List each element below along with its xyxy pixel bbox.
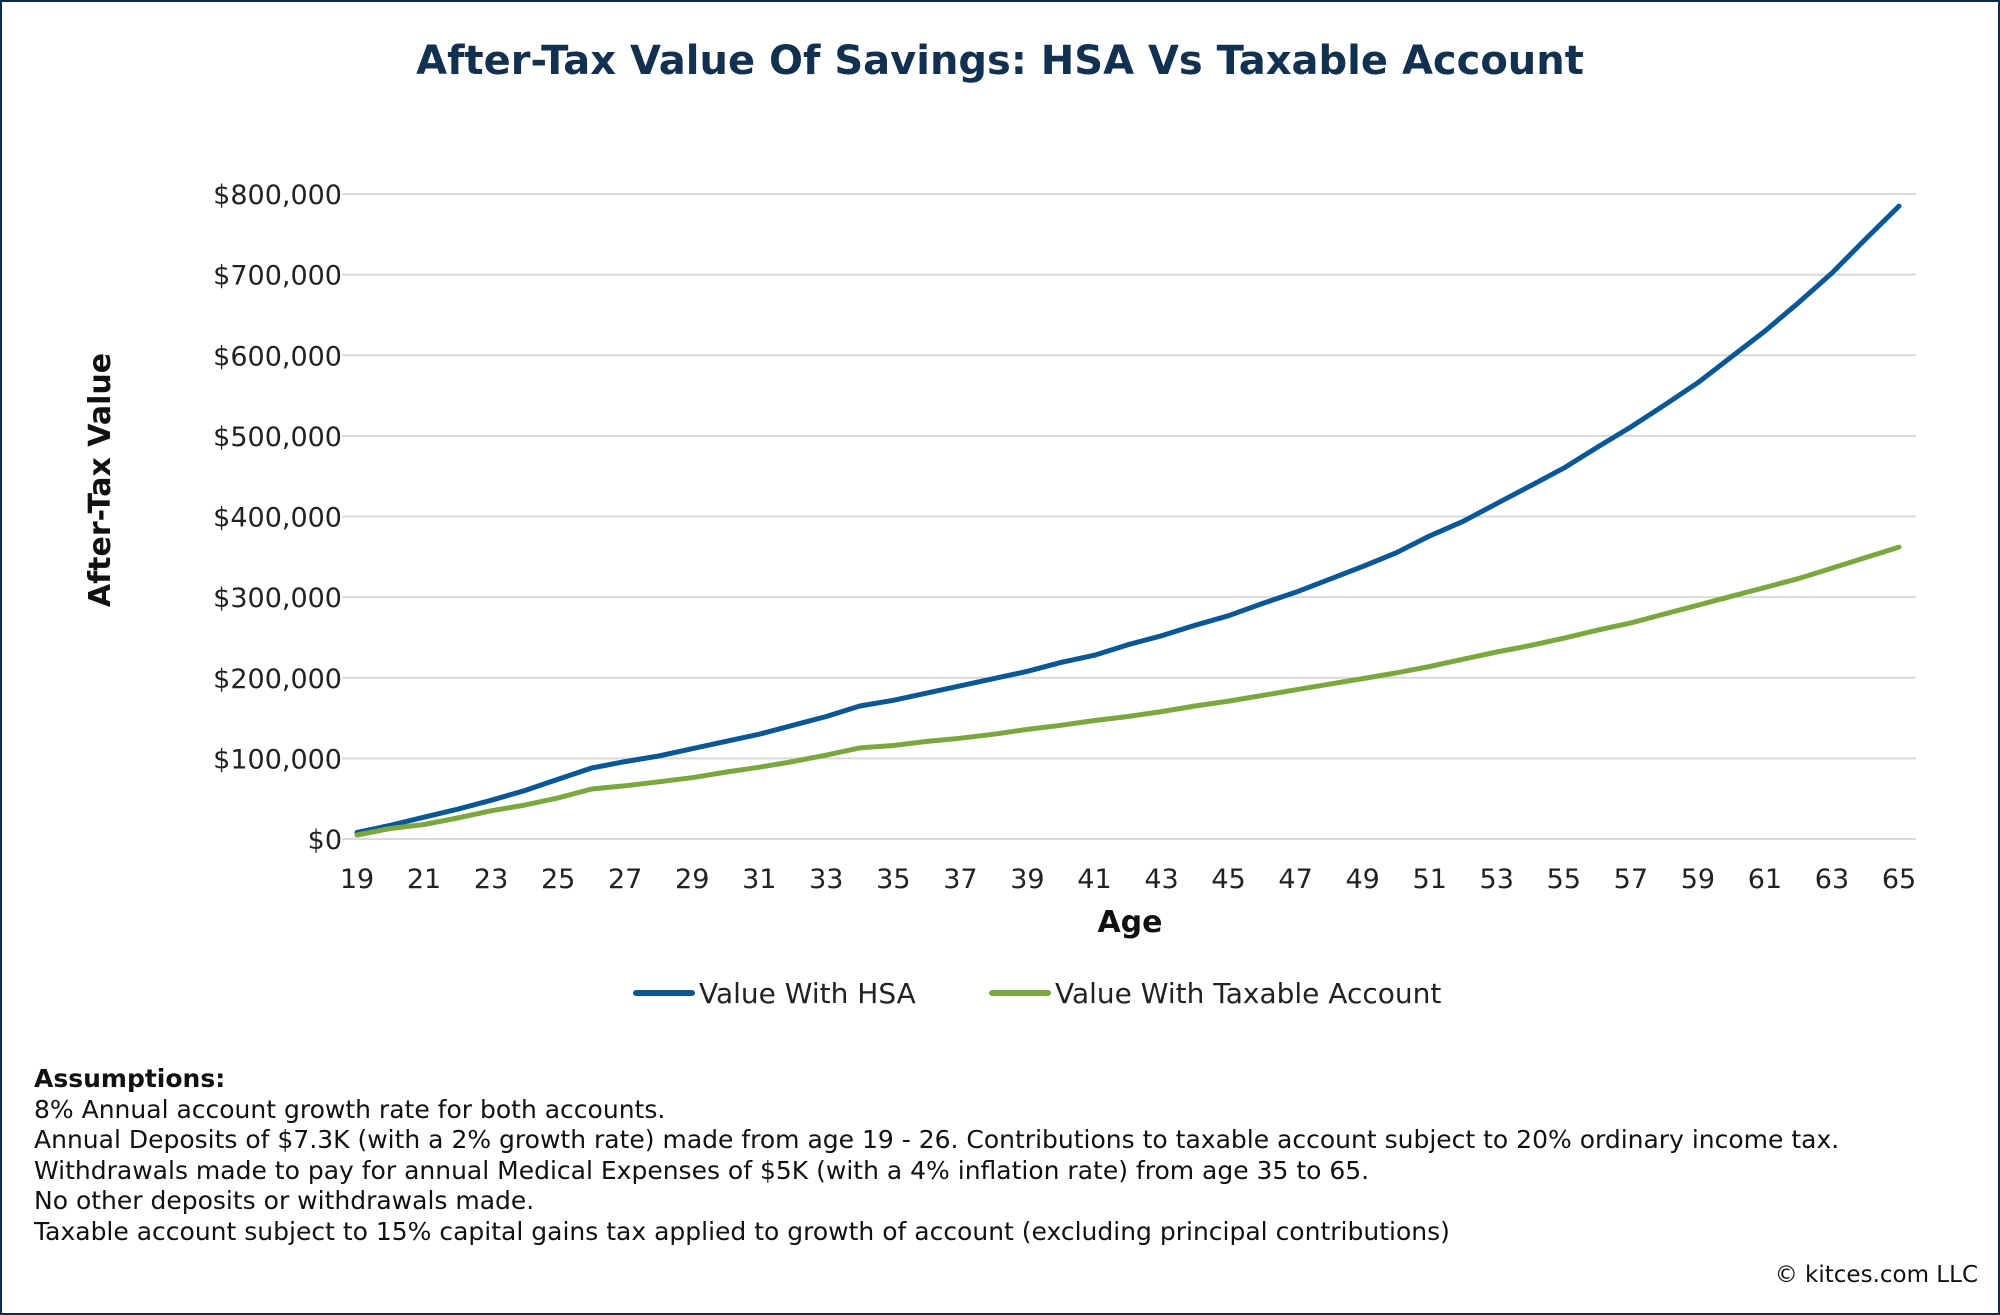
x-tick-label: 47	[1278, 864, 1312, 895]
assumptions: Assumptions: 8% Annual account growth ra…	[34, 1064, 1839, 1247]
x-tick-label: 39	[1010, 864, 1044, 895]
x-tick-label: 43	[1144, 864, 1178, 895]
x-tick-label: 21	[407, 864, 441, 895]
x-tick-label: 41	[1077, 864, 1111, 895]
x-tick-label: 63	[1815, 864, 1849, 895]
assumptions-heading: Assumptions:	[34, 1064, 226, 1093]
x-tick-label: 45	[1211, 864, 1245, 895]
y-tick-label: $200,000	[213, 664, 342, 695]
series-line-taxable	[354, 544, 1902, 838]
x-tick-label: 37	[943, 864, 977, 895]
legend-label: Value With Taxable Account	[1055, 977, 1441, 1010]
legend-label: Value With HSA	[699, 977, 916, 1010]
copyright: © kitces.com LLC	[1774, 1262, 1978, 1288]
x-tick-label: 61	[1748, 864, 1782, 895]
series-line-hsa	[354, 203, 1902, 835]
x-tick-label: 59	[1681, 864, 1715, 895]
x-tick-label: 31	[742, 864, 776, 895]
x-tick-label: 55	[1547, 864, 1581, 895]
x-tick-label: 19	[340, 864, 374, 895]
x-tick-label: 29	[675, 864, 709, 895]
x-tick-label: 27	[608, 864, 642, 895]
x-tick-label: 65	[1882, 864, 1916, 895]
y-tick-label: $800,000	[213, 180, 342, 211]
assumption-line: No other deposits or withdrawals made.	[34, 1186, 535, 1215]
x-tick-label: 33	[809, 864, 843, 895]
x-tick-label: 49	[1345, 864, 1379, 895]
assumption-line: Withdrawals made to pay for annual Medic…	[34, 1155, 1370, 1185]
x-axis-label: Age	[1097, 905, 1162, 940]
chart-title: After-Tax Value Of Savings: HSA Vs Taxab…	[416, 38, 1584, 84]
assumption-line: Taxable account subject to 15% capital g…	[34, 1216, 1450, 1246]
assumption-line: Annual Deposits of $7.3K (with a 2% grow…	[34, 1125, 1840, 1154]
x-tick-label: 35	[876, 864, 910, 895]
x-tick-label: 51	[1413, 864, 1447, 895]
y-tick-label: $400,000	[213, 503, 342, 534]
y-tick-label: $700,000	[213, 261, 342, 292]
y-tick-label: $500,000	[213, 422, 342, 453]
y-tick-label: $300,000	[213, 583, 342, 614]
x-tick-label: 57	[1614, 864, 1648, 895]
x-tick-label: 25	[541, 864, 575, 895]
assumption-line: 8% Annual account growth rate for both a…	[34, 1094, 666, 1124]
y-tick-label: $600,000	[213, 341, 342, 372]
y-axis-label: After-Tax Value	[83, 353, 118, 607]
y-tick-label: $100,000	[213, 744, 342, 775]
x-tick-label: 23	[474, 864, 508, 895]
y-tick-label: $0	[308, 825, 342, 856]
x-tick-label: 53	[1480, 864, 1514, 895]
